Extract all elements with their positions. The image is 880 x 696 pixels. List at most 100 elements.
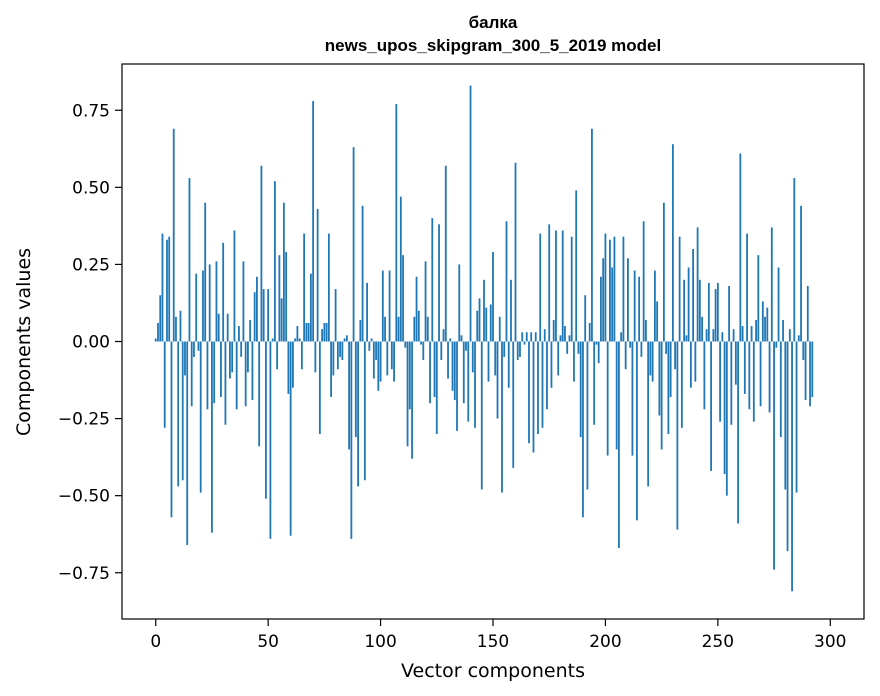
bar <box>381 270 384 342</box>
bar <box>465 341 467 351</box>
bar <box>197 341 200 351</box>
bar <box>687 267 690 342</box>
bar <box>300 341 303 370</box>
bar <box>172 128 175 342</box>
bar <box>402 255 404 342</box>
bar <box>593 341 596 425</box>
bar <box>548 224 551 342</box>
y-tick-label: −0.25 <box>58 410 110 430</box>
bar <box>761 301 764 342</box>
bar <box>251 341 254 401</box>
bar <box>238 326 240 342</box>
bar <box>784 341 787 490</box>
bar <box>181 341 184 481</box>
bar <box>303 233 306 342</box>
bar <box>350 341 353 539</box>
bar <box>516 341 519 360</box>
bar <box>597 341 600 364</box>
bar <box>629 341 632 348</box>
bar <box>294 338 297 342</box>
bar <box>543 329 546 342</box>
bar <box>271 338 274 342</box>
bar <box>492 252 494 342</box>
bar <box>723 341 726 475</box>
bar <box>467 341 470 422</box>
bar <box>537 341 539 434</box>
bar <box>501 341 503 493</box>
bar <box>408 341 411 410</box>
bar <box>505 221 508 342</box>
bar <box>449 338 452 342</box>
bar <box>220 341 222 397</box>
bar <box>406 341 409 447</box>
bar <box>676 341 679 530</box>
bar <box>530 332 533 342</box>
bar <box>415 276 418 342</box>
bar <box>327 233 330 342</box>
bar <box>795 341 798 493</box>
bar <box>166 239 168 342</box>
bar <box>258 341 261 447</box>
bar <box>341 341 344 360</box>
bar <box>190 341 193 407</box>
bar <box>359 319 362 342</box>
bar <box>440 341 443 360</box>
x-axis-label: Vector components <box>401 660 585 682</box>
bar <box>658 341 661 416</box>
bar <box>395 104 398 342</box>
bar <box>797 335 800 342</box>
bar <box>282 202 285 342</box>
bar <box>244 341 247 407</box>
bar <box>611 267 614 342</box>
bar <box>651 341 654 382</box>
bar <box>161 233 164 342</box>
bar <box>235 341 238 410</box>
bar <box>712 329 715 342</box>
bar <box>689 341 692 388</box>
bar <box>521 332 524 342</box>
bar <box>725 341 728 496</box>
bar <box>748 341 751 410</box>
bar <box>528 341 530 444</box>
bar <box>487 341 490 382</box>
bar <box>570 236 573 342</box>
x-tick-label: 150 <box>477 632 509 652</box>
bar <box>764 316 766 342</box>
bar <box>287 341 290 394</box>
bar <box>662 202 665 342</box>
bar <box>604 233 607 342</box>
bar <box>773 341 775 570</box>
bar <box>267 289 270 342</box>
bar <box>330 341 333 397</box>
bar <box>532 341 535 453</box>
bar <box>471 341 474 373</box>
bar <box>226 313 229 342</box>
bar <box>660 341 663 450</box>
bar <box>642 221 645 342</box>
bar <box>694 341 697 382</box>
bar <box>667 341 670 434</box>
bar <box>494 341 497 376</box>
x-tick-label: 0 <box>150 632 161 652</box>
bar <box>620 332 623 342</box>
bar <box>575 190 578 342</box>
bar <box>217 313 220 342</box>
bar <box>352 147 355 342</box>
bar <box>276 341 279 370</box>
bar <box>370 338 373 342</box>
bar <box>413 316 416 342</box>
bar <box>595 341 598 345</box>
bar <box>215 261 218 342</box>
bar <box>671 144 674 342</box>
y-tick-label: −0.50 <box>58 487 110 507</box>
bar <box>746 233 748 342</box>
bar <box>525 332 528 342</box>
x-tick-label: 300 <box>814 632 846 652</box>
bar <box>615 341 618 450</box>
bar <box>552 319 555 342</box>
bar <box>377 341 380 391</box>
bar <box>618 341 620 549</box>
bar <box>802 341 805 360</box>
bar <box>366 282 368 342</box>
bar <box>208 264 211 342</box>
